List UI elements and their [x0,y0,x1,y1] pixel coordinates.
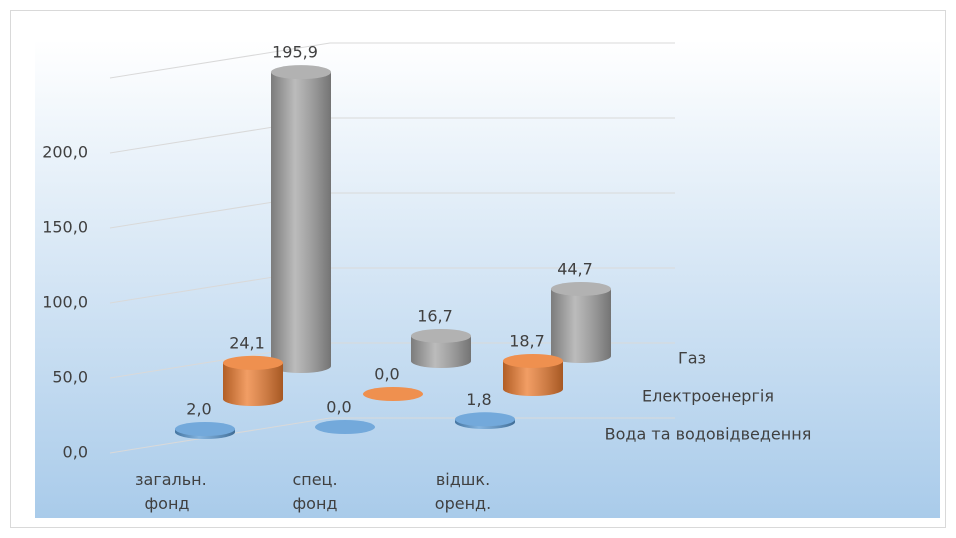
bar-shade [551,288,611,363]
bar-top [315,420,375,434]
bar-shade [271,72,331,374]
bar [363,387,423,401]
legend-label: Електроенергія [642,387,774,406]
bar-top [223,355,283,370]
bar-top [503,353,563,368]
bar [455,412,515,429]
value-label: 44,7 [557,259,593,278]
bar-top-shade [271,65,331,80]
bar-top [411,328,471,343]
value-label: 16,7 [417,306,453,325]
bar-top [551,281,611,296]
x-tick-label: відшк. оренд. [434,470,492,513]
bar [503,353,563,396]
bar-shade [223,362,283,406]
plot-area [35,40,940,518]
y-tick-label: 0,0 [63,443,88,462]
y-tick-label: 100,0 [42,293,88,312]
grid-line [109,42,675,79]
bar [411,328,471,368]
legend-label: Вода та водовідведення [605,425,812,444]
bar-top-shade [315,420,375,434]
bar [223,355,283,406]
x-tick-label: спец. фонд [292,470,338,513]
bar-top-shade [551,281,611,296]
bar-top [363,387,423,401]
bar-top-shade [455,412,515,427]
bar-top-shade [503,353,563,368]
grid-line [109,417,675,454]
bar-top-shade [363,387,423,401]
legend-label: Газ [678,349,706,368]
value-label: 2,0 [186,400,211,419]
bar-shade [503,360,563,396]
value-label: 1,8 [466,390,491,409]
bar [175,422,235,439]
value-label: 0,0 [374,365,399,384]
y-tick-label: 150,0 [42,218,88,237]
x-tick-label: загальн. фонд [135,470,207,513]
bar-shade [411,335,471,368]
y-tick-label: 50,0 [52,368,88,387]
bar-top [175,422,235,436]
value-label: 24,1 [229,333,265,352]
value-label: 0,0 [326,398,351,417]
value-label: 18,7 [509,331,545,350]
bar [315,420,375,434]
bar-top-shade [411,328,471,343]
bar [551,281,611,363]
bar-top [271,65,331,80]
bar-top-shade [175,422,235,436]
bar-top [455,412,515,427]
y-tick-label: 200,0 [42,143,88,162]
value-label: 195,9 [272,43,318,62]
bar [271,65,331,374]
bar-top-shade [223,355,283,370]
